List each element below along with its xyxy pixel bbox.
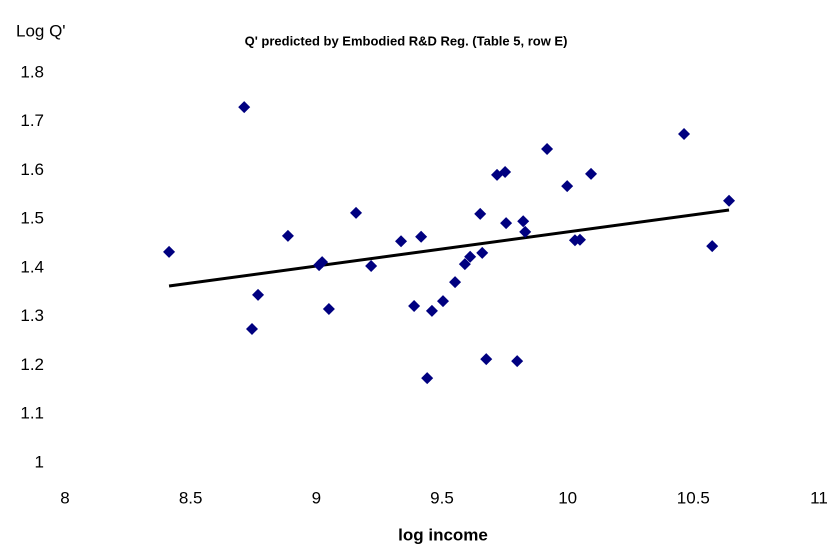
data-point [476,246,489,259]
data-point [573,233,586,246]
data-point [365,260,378,273]
data-point [458,258,471,271]
x-tick-label: 9.5 [430,488,454,507]
data-point [517,215,530,228]
x-tick-label: 10.5 [677,488,710,507]
data-point [421,372,434,385]
trend-line [168,208,730,288]
data-point [449,276,462,289]
y-axis-label: Log Q' [16,21,66,40]
y-tick-label: 1.5 [20,209,44,228]
chart-title: Q' predicted by Embodied R&D Reg. (Table… [245,33,568,48]
data-point [316,256,329,269]
x-tick-label: 8.5 [179,488,203,507]
data-point [499,165,512,178]
data-point [464,250,477,263]
data-point [252,288,265,301]
data-point [238,101,251,114]
data-point [425,304,438,317]
y-tick-label: 1.4 [20,257,44,276]
data-point [480,353,493,366]
data-point [415,230,428,243]
x-tick-label: 11 [810,488,828,507]
data-point [706,240,719,253]
data-point [322,302,335,315]
data-point [395,235,408,248]
y-tick-label: 1.7 [20,111,44,130]
x-axis-label: log income [398,525,488,544]
y-tick-label: 1.2 [20,355,44,374]
x-tick-label: 9 [312,488,321,507]
data-point [350,206,363,219]
x-tick-label: 8 [60,488,69,507]
data-point [723,194,736,207]
data-point [541,143,554,156]
y-tick-label: 1 [35,452,44,471]
y-tick-label: 1.6 [20,160,44,179]
data-point [408,300,421,313]
data-point [281,229,294,242]
data-point [678,127,691,140]
y-tick-label: 1.3 [20,306,44,325]
x-tick-label: 10 [558,488,577,507]
data-point [163,245,176,258]
data-point [511,355,524,368]
data-point [561,180,574,193]
y-tick-label: 1.1 [20,404,44,423]
data-point [437,295,450,308]
data-point [519,225,532,238]
data-point [500,217,513,230]
data-point [474,207,487,220]
data-point [245,322,258,335]
y-tick-label: 1.8 [20,62,44,81]
data-point [585,167,598,180]
